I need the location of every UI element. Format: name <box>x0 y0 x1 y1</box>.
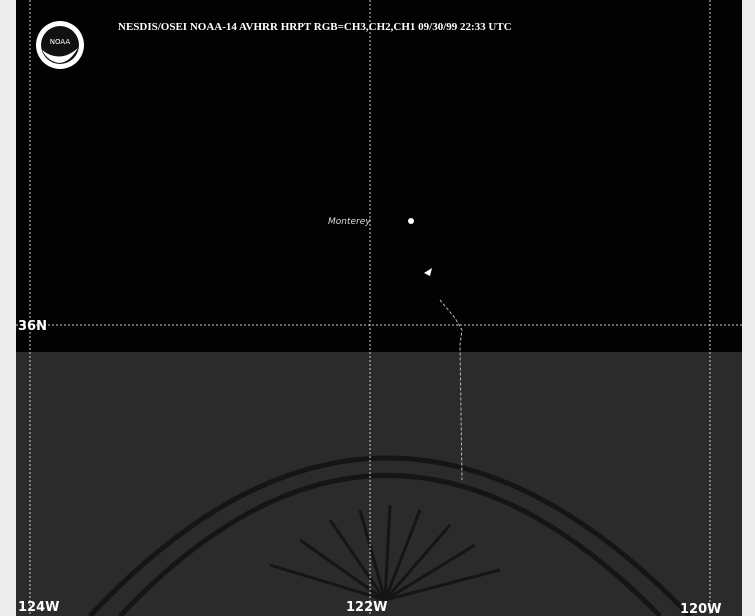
image-title: NESDIS/OSEI NOAA-14 AVHRR HRPT RGB=CH3,C… <box>118 21 512 33</box>
satellite-image: NOAA NESDIS/OSEI NOAA-14 AVHRR HRPT RGB=… <box>0 0 755 616</box>
left-margin <box>0 0 16 616</box>
logo-text: NOAA <box>50 38 71 46</box>
noaa-logo: NOAA <box>36 21 84 69</box>
lat-label: 36N <box>18 319 47 334</box>
image-top <box>0 0 755 352</box>
right-margin <box>742 0 755 616</box>
lon-label: 122W <box>346 600 387 615</box>
lon-label: 120W <box>680 602 721 616</box>
place-marker <box>408 218 414 224</box>
place-label: Monterey <box>328 217 371 227</box>
lon-label: 124W <box>18 600 59 615</box>
